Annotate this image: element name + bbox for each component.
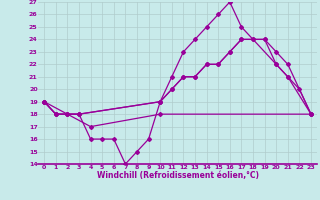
X-axis label: Windchill (Refroidissement éolien,°C): Windchill (Refroidissement éolien,°C) (97, 171, 259, 180)
